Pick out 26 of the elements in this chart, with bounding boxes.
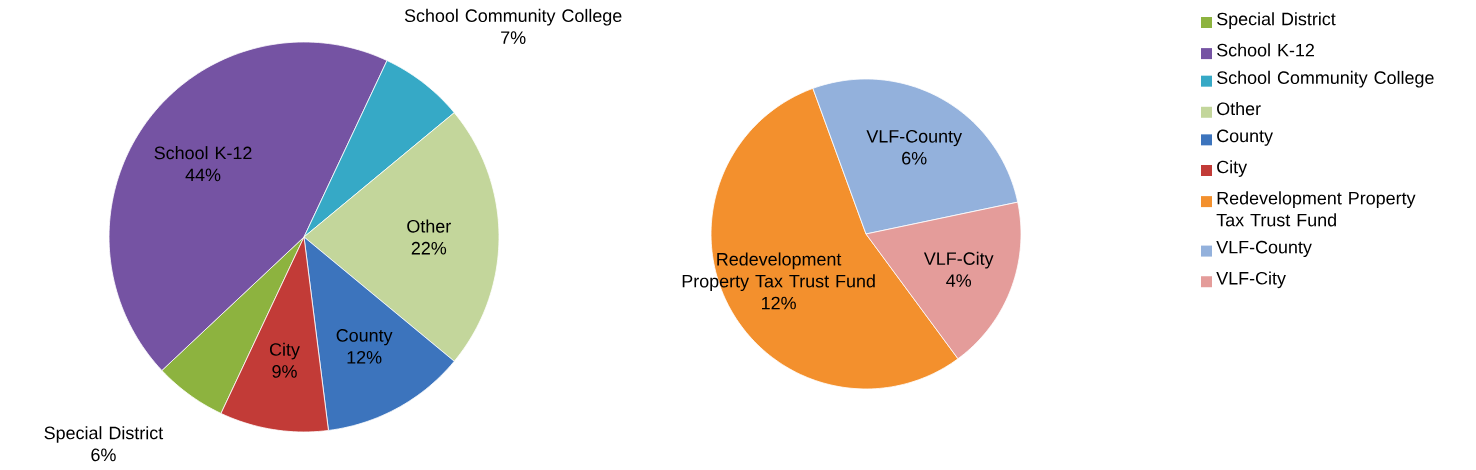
slice-label: Other	[407, 219, 451, 233]
legend-label: Special District	[1217, 12, 1336, 29]
legend-label: Redevelopment Property Tax Trust Fund	[1216, 191, 1416, 227]
data-label: 9%	[272, 365, 297, 378]
slice-label: County	[336, 329, 393, 346]
legend-label: VLF-City	[1216, 271, 1286, 289]
data-label: 6%	[902, 151, 927, 165]
data-label: 6%	[91, 448, 116, 462]
data-label: 44%	[185, 168, 221, 182]
legend-label: School K-12	[1217, 43, 1314, 57]
data-label: 4%	[946, 274, 972, 287]
slice-label: Special District	[44, 426, 164, 443]
data-label: 7%	[501, 31, 526, 44]
slice-label: School Community College	[404, 8, 622, 26]
data-label: 12%	[347, 350, 382, 364]
legend-label: City	[1217, 160, 1248, 177]
data-label: 12%	[762, 296, 796, 310]
legend-label: Other	[1217, 101, 1261, 116]
data-label: 22%	[411, 241, 447, 255]
slice-label: VLF-City	[923, 251, 994, 269]
legend-label: School Community College	[1217, 70, 1434, 88]
slice-label: City	[269, 342, 300, 360]
slice-label: VLF-County	[866, 129, 962, 147]
legend-label: VLF-County	[1216, 240, 1312, 258]
slice-label: School K-12	[154, 146, 252, 160]
legend-label: County	[1217, 129, 1273, 146]
